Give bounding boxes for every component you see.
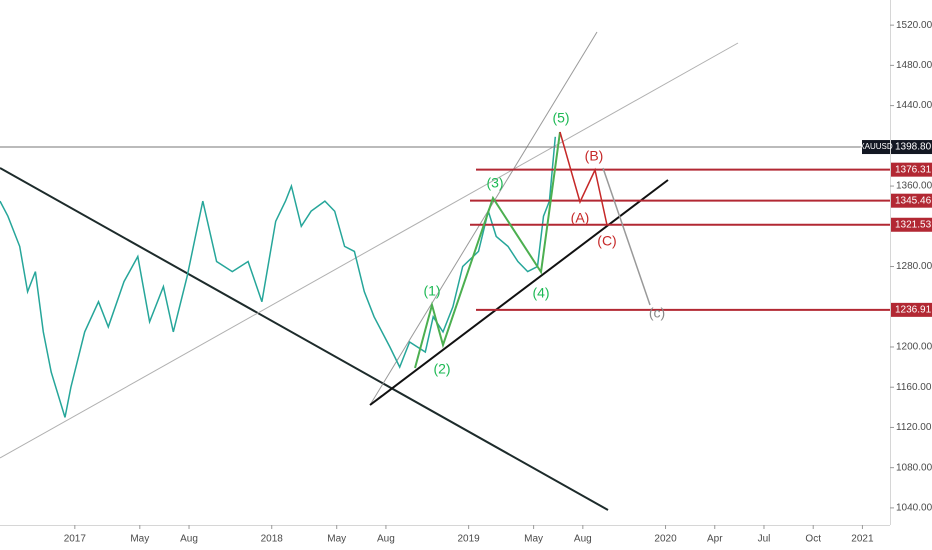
y-tick-label: 1280.00	[896, 261, 932, 272]
x-tick-label: Aug	[180, 534, 198, 545]
level-tag	[891, 302, 932, 317]
wave-label: (C)	[597, 233, 616, 249]
last-price-label: 1398.80	[895, 142, 932, 153]
downtrend-line	[0, 167, 609, 511]
x-tick-label: 2018	[261, 534, 284, 545]
y-tick-label: 1120.00	[896, 422, 932, 433]
symbol-label: XAUUSD	[859, 142, 893, 151]
level-tag	[891, 193, 932, 208]
y-tick-label: 1040.00	[896, 503, 932, 514]
y-tick-label: 1160.00	[896, 382, 932, 393]
wave-label: (2)	[433, 361, 450, 377]
x-tick-label: May	[524, 534, 543, 545]
channel-line	[0, 42, 739, 459]
y-tick-label: 1200.00	[896, 342, 932, 353]
wave-label: (3)	[486, 175, 503, 191]
symbol-tag	[862, 140, 890, 155]
level-label: 1376.31	[895, 164, 932, 175]
x-tick-label: 2017	[64, 534, 87, 545]
wave-label: (A)	[571, 210, 590, 226]
x-tick-label: 2021	[851, 534, 874, 545]
wave-label: (5)	[552, 110, 569, 126]
correction-path	[559, 131, 608, 226]
level-label: 1321.53	[895, 219, 932, 230]
x-tick-label: Jul	[758, 534, 771, 545]
steep-line	[369, 31, 598, 406]
x-tick-label: Aug	[377, 534, 395, 545]
level-tag	[891, 162, 932, 177]
plot-area	[0, 31, 739, 511]
level-tag	[891, 217, 932, 232]
uptrend-line	[369, 179, 669, 406]
x-tick-label: Apr	[707, 534, 723, 545]
wave-label: (B)	[585, 148, 604, 164]
wave-label: (c)	[649, 305, 665, 321]
x-tick-label: May	[130, 534, 149, 545]
level-label: 1236.91	[895, 305, 932, 316]
y-tick-label: 1080.00	[896, 462, 932, 473]
y-tick-label: 1520.00	[896, 20, 932, 31]
impulse-path	[414, 131, 561, 369]
y-tick-label: 1440.00	[896, 100, 932, 111]
price-tag	[891, 140, 932, 155]
price-line	[0, 136, 557, 418]
wave-label: (1)	[423, 283, 440, 299]
x-tick-label: Aug	[574, 534, 592, 545]
x-tick-label: 2019	[458, 534, 481, 545]
wave-label: (4)	[532, 285, 549, 301]
level-label: 1345.46	[895, 195, 932, 206]
y-tick-label: 1480.00	[896, 60, 932, 71]
y-tick-label: 1360.00	[896, 181, 932, 192]
x-tick-label: May	[327, 534, 346, 545]
x-tick-label: Oct	[805, 534, 821, 545]
alternate-path	[602, 167, 651, 306]
x-tick-label: 2020	[654, 534, 677, 545]
